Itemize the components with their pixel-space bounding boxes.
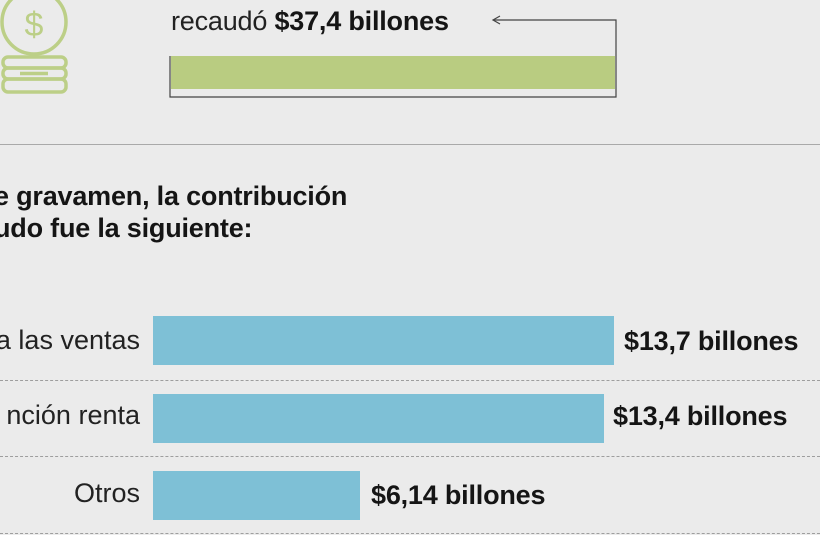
- bar-value: $6,14 billones: [371, 480, 546, 510]
- heading-line-1: e gravamen, la contribución: [0, 181, 348, 211]
- total-bar: [171, 56, 615, 89]
- total-prefix: recaudó: [171, 6, 268, 36]
- total-value: $37,4 billones: [274, 6, 449, 36]
- bar-retencion-renta: [153, 394, 604, 443]
- row-separator: [0, 456, 820, 457]
- bar-otros: [153, 471, 360, 520]
- bar-value: $13,7 billones: [624, 326, 799, 356]
- total-collected-text: recaudó $37,4 billones: [171, 4, 449, 38]
- row-label: Otros: [73, 478, 140, 508]
- row-label: a las ventas: [0, 325, 140, 355]
- row-label: nción renta: [6, 400, 140, 430]
- section-divider: [0, 144, 820, 145]
- coin-stack-dollar-icon: $: [0, 0, 68, 94]
- row-separator: [0, 533, 820, 534]
- heading-line-2: udo fue la siguiente:: [0, 213, 253, 243]
- bar-ventas: [153, 316, 614, 365]
- arrow-connector-icon: [169, 15, 617, 98]
- bar-value: $13,4 billones: [613, 401, 788, 431]
- svg-text:$: $: [25, 6, 44, 44]
- row-separator: [0, 380, 820, 381]
- section-heading: e gravamen, la contribución udo fue la s…: [0, 180, 347, 244]
